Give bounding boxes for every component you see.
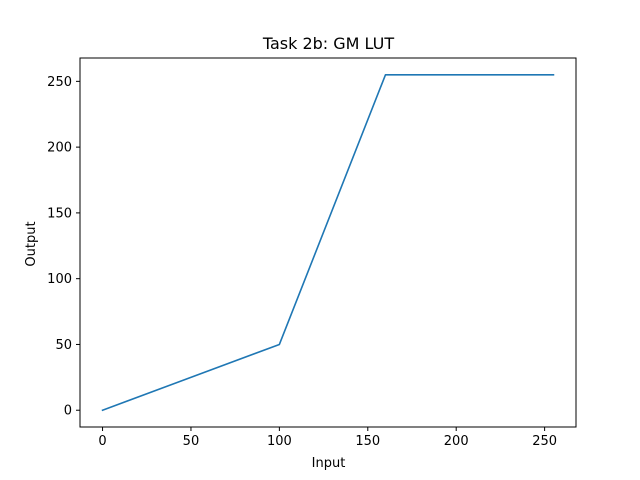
y-tick-label-250: 250 <box>47 75 72 90</box>
plot-area: 0 50 100 150 200 250 0 50 100 150 200 250 <box>47 57 577 449</box>
x-tick-label-50: 50 <box>183 434 200 449</box>
x-tick-label-200: 200 <box>444 434 469 449</box>
x-axis-label: Input <box>312 456 346 471</box>
x-tick-label-0: 0 <box>98 434 106 449</box>
y-tick-label-100: 100 <box>47 272 72 287</box>
x-tick-label-100: 100 <box>267 434 292 449</box>
y-tick-label-200: 200 <box>47 141 72 156</box>
series-line-0 <box>101 73 555 412</box>
axes-frame <box>79 57 577 428</box>
y-tick-label-50: 50 <box>55 338 72 353</box>
x-tick-label-250: 250 <box>532 434 557 449</box>
chart-title: Task 2b: GM LUT <box>262 34 395 53</box>
y-tick-label-0: 0 <box>64 404 72 419</box>
y-tick-label-150: 150 <box>47 206 72 221</box>
y-axis-label: Output <box>24 221 39 266</box>
x-tick-label-150: 150 <box>355 434 380 449</box>
